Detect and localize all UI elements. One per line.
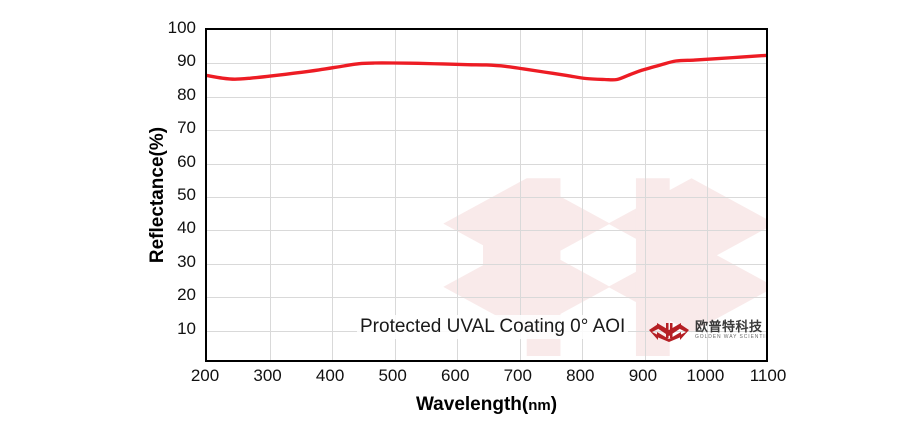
logo-en-name: GOLDEN WAY SCIENTIFIC [695,333,766,340]
y-tick-label: 100 [167,18,196,37]
series-annotation-label: Protected UVAL Coating 0° AOI [357,315,629,339]
y-tick-label: 60 [177,151,196,171]
gridline-horizontal [207,96,766,98]
gridline-vertical [332,30,334,360]
gridline-horizontal [207,297,766,299]
gridline-vertical [582,30,584,360]
x-axis-title-main: Wavelength( [415,394,529,415]
x-tick-label: 400 [315,366,345,385]
x-axis-title-close: ) [550,394,558,415]
gridline-horizontal [207,163,766,165]
y-tick-label: 10 [177,318,196,338]
gridline-vertical [269,30,271,360]
gridline-vertical [394,30,396,360]
gridline-vertical [519,30,521,360]
y-tick-label: 20 [177,285,196,305]
logo-cn-name: 欧普特科技 [695,318,763,334]
x-tick-label: 500 [378,366,407,385]
gridline-vertical [457,30,459,360]
y-tick-label: 80 [177,84,196,104]
gridline-horizontal [207,263,766,265]
y-tick-label: 40 [177,218,196,238]
x-axis-title: Wavelength(nm) [205,394,768,416]
y-tick-label: 30 [177,251,196,271]
x-tick-label: 600 [441,366,470,385]
gridline-horizontal [207,230,766,232]
brand-logo: 欧普特科技 GOLDEN WAY SCIENTIFIC [648,315,766,345]
x-tick-label: 1000 [686,366,725,385]
y-tick-label: 90 [177,51,196,71]
gridline-horizontal [207,197,766,198]
x-tick-label: 200 [190,366,220,385]
gridline-vertical [644,30,646,360]
gridline-horizontal [207,130,766,132]
y-tick-label: 50 [177,185,196,204]
x-axis-title-unit: nm [528,397,551,414]
x-tick-label: 1100 [749,366,787,385]
x-tick-label: 900 [628,366,658,385]
plot-area: Protected UVAL Coating 0° AOI 欧普特科技 GOLD… [205,28,768,362]
gridline-vertical [707,30,709,360]
x-tick-label: 700 [503,366,532,385]
x-tick-label: 800 [566,366,595,385]
x-tick-label: 300 [253,366,282,385]
y-tick-label: 70 [177,118,196,138]
golden-way-wing-logo-icon [649,323,689,342]
data-series-layer [207,53,766,82]
series-line-protected-uval [207,53,766,82]
